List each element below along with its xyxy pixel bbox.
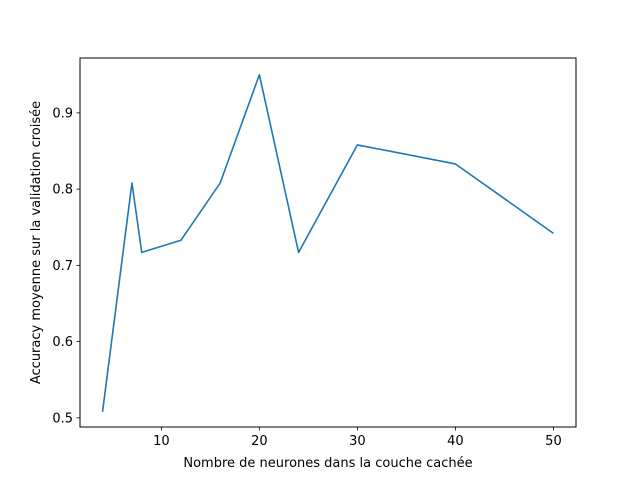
y-tick-label: 0.9 [52,106,73,121]
x-axis-label: Nombre de neurones dans la couche cachée [183,456,472,471]
series-layer [101,73,554,412]
x-tick-label: 20 [251,434,268,449]
y-tick-label: 0.6 [52,335,73,350]
x-tick-label: 10 [153,434,170,449]
x-tick-label: 30 [349,434,366,449]
y-tick-label: 0.7 [52,259,73,274]
x-axis-ticks: 10 20 30 40 50 [153,427,562,449]
y-axis-ticks: 0.5 0.6 0.7 0.8 0.9 [52,106,80,426]
series-line [101,73,554,412]
x-tick-label: 40 [447,434,464,449]
x-tick-label: 50 [545,434,562,449]
y-axis-label: Accuracy moyenne sur la validation crois… [29,101,44,384]
y-tick-label: 0.5 [52,411,73,426]
plot-background [80,58,576,427]
y-tick-label: 0.8 [52,183,73,198]
plot-frame [79,57,577,428]
